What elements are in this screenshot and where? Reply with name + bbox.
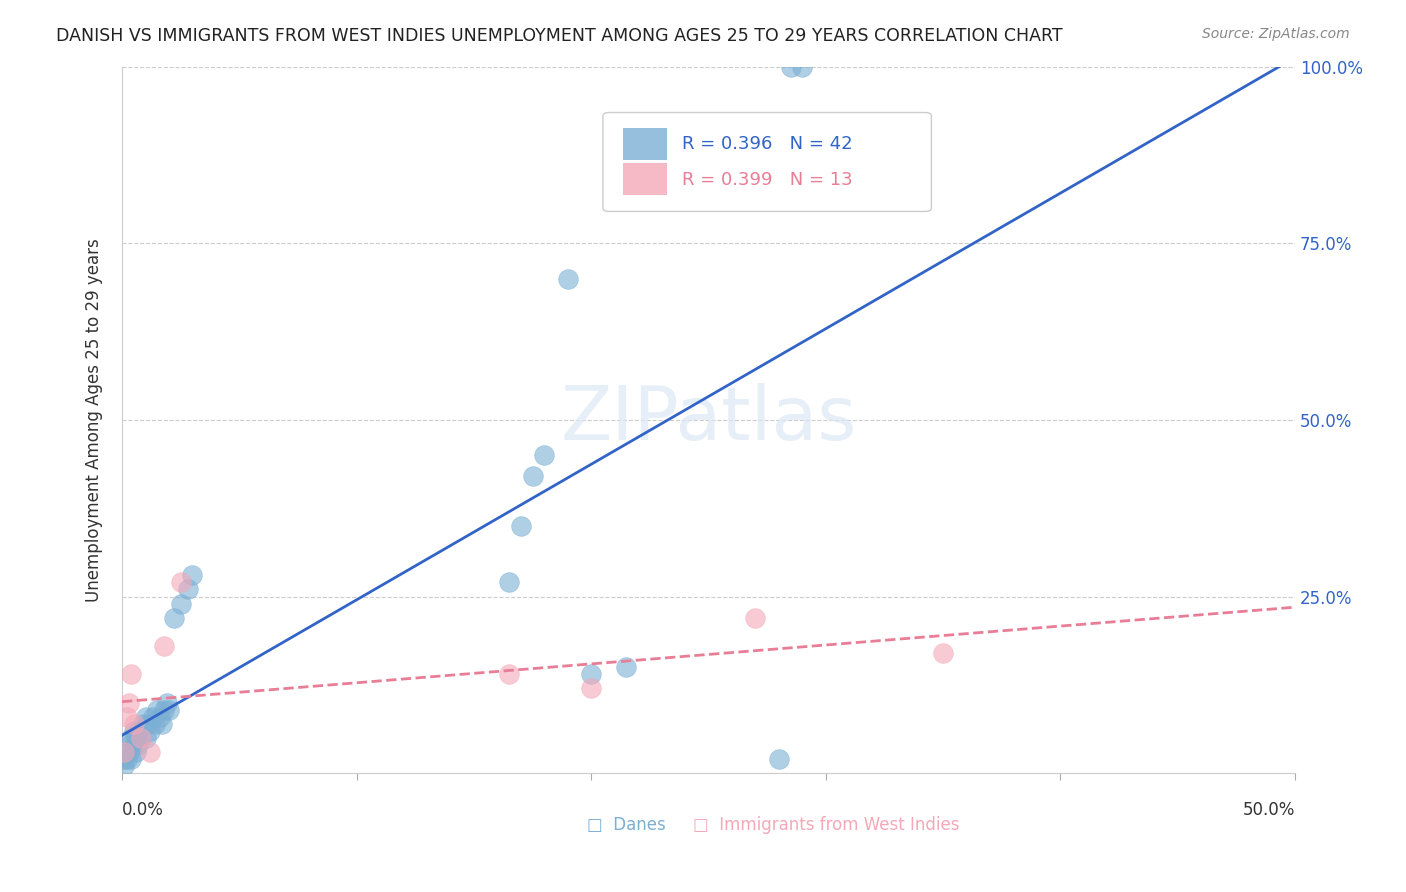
Point bbox=[616, 660, 638, 674]
Point bbox=[156, 696, 179, 710]
Point bbox=[153, 703, 176, 717]
Point bbox=[127, 723, 149, 738]
Point bbox=[557, 271, 579, 285]
Text: Source: ZipAtlas.com: Source: ZipAtlas.com bbox=[1202, 27, 1350, 41]
Point bbox=[143, 716, 166, 731]
Text: DANISH VS IMMIGRANTS FROM WEST INDIES UNEMPLOYMENT AMONG AGES 25 TO 29 YEARS COR: DANISH VS IMMIGRANTS FROM WEST INDIES UN… bbox=[56, 27, 1063, 45]
Bar bbox=[623, 163, 668, 195]
Point bbox=[115, 709, 138, 723]
Point bbox=[141, 709, 163, 723]
Point bbox=[127, 738, 149, 752]
Point bbox=[768, 752, 790, 766]
Text: 50.0%: 50.0% bbox=[1243, 801, 1295, 820]
Point bbox=[498, 667, 520, 681]
Point bbox=[779, 60, 801, 74]
Point bbox=[163, 611, 186, 625]
Point bbox=[112, 752, 135, 766]
Point bbox=[150, 716, 173, 731]
Point bbox=[120, 731, 142, 745]
Point bbox=[744, 611, 766, 625]
Point bbox=[132, 716, 155, 731]
Point bbox=[146, 703, 169, 717]
Point bbox=[112, 745, 135, 759]
Text: 0.0%: 0.0% bbox=[122, 801, 165, 820]
Point bbox=[170, 597, 193, 611]
Point bbox=[134, 709, 156, 723]
FancyBboxPatch shape bbox=[603, 112, 931, 211]
Point bbox=[120, 667, 142, 681]
Point bbox=[177, 582, 200, 597]
Point bbox=[498, 575, 520, 590]
Point bbox=[120, 752, 142, 766]
Point bbox=[581, 667, 603, 681]
Point bbox=[792, 60, 814, 74]
Point bbox=[581, 681, 603, 696]
Point bbox=[129, 731, 152, 745]
Point bbox=[125, 731, 148, 745]
Point bbox=[153, 639, 176, 653]
Point bbox=[115, 752, 138, 766]
Point bbox=[181, 568, 204, 582]
Y-axis label: Unemployment Among Ages 25 to 29 years: Unemployment Among Ages 25 to 29 years bbox=[86, 238, 103, 602]
Point bbox=[118, 745, 141, 759]
Point bbox=[122, 716, 145, 731]
Point bbox=[932, 646, 955, 660]
Point bbox=[522, 469, 544, 483]
Text: □  Immigrants from West Indies: □ Immigrants from West Indies bbox=[693, 815, 959, 834]
Bar bbox=[623, 128, 668, 160]
Point bbox=[134, 731, 156, 745]
Point bbox=[509, 519, 531, 533]
Point bbox=[170, 575, 193, 590]
Text: □  Danes: □ Danes bbox=[588, 815, 666, 834]
Point bbox=[129, 731, 152, 745]
Point bbox=[533, 448, 555, 462]
Point bbox=[122, 723, 145, 738]
Point bbox=[157, 703, 180, 717]
Text: R = 0.396   N = 42: R = 0.396 N = 42 bbox=[682, 136, 852, 153]
Text: R = 0.399   N = 13: R = 0.399 N = 13 bbox=[682, 170, 852, 188]
Point bbox=[118, 738, 141, 752]
Point bbox=[122, 738, 145, 752]
Point bbox=[136, 716, 159, 731]
Point bbox=[149, 709, 172, 723]
Text: ZIPatlas: ZIPatlas bbox=[561, 384, 856, 457]
Point bbox=[112, 759, 135, 773]
Point bbox=[139, 745, 162, 759]
Point bbox=[139, 723, 162, 738]
Point bbox=[115, 745, 138, 759]
Point bbox=[125, 745, 148, 759]
Point bbox=[118, 696, 141, 710]
